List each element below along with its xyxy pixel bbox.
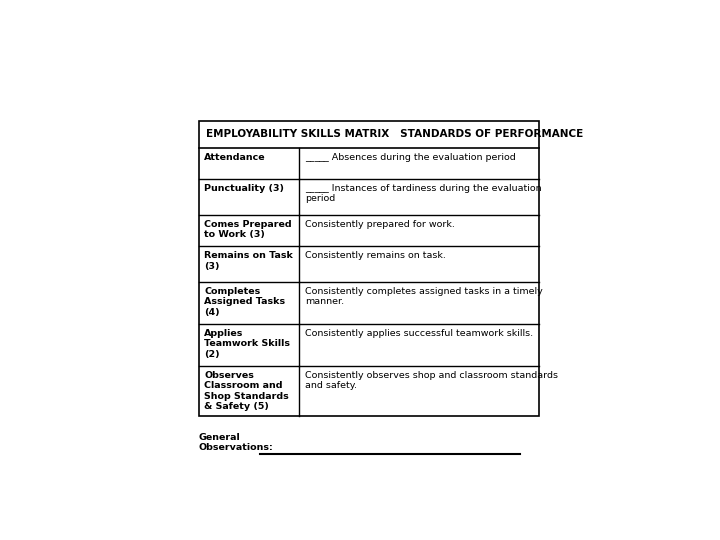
Text: Observes
Classroom and
Shop Standards
& Safety (5): Observes Classroom and Shop Standards & …	[204, 371, 289, 411]
Text: Comes Prepared
to Work (3): Comes Prepared to Work (3)	[204, 220, 292, 239]
Text: General
Observations:: General Observations:	[199, 433, 274, 452]
Text: Applies
Teamwork Skills
(2): Applies Teamwork Skills (2)	[204, 329, 290, 359]
Text: _____ Absences during the evaluation period: _____ Absences during the evaluation per…	[305, 153, 516, 162]
Text: Consistently observes shop and classroom standards
and safety.: Consistently observes shop and classroom…	[305, 371, 558, 390]
Text: Punctuality (3): Punctuality (3)	[204, 184, 284, 193]
Text: Remains on Task
(3): Remains on Task (3)	[204, 251, 293, 271]
Bar	[199, 121, 539, 416]
Text: EMPLOYABILITY SKILLS MATRIX   STANDARDS OF PERFORMANCE: EMPLOYABILITY SKILLS MATRIX STANDARDS OF…	[206, 130, 583, 139]
Text: Consistently remains on task.: Consistently remains on task.	[305, 251, 446, 260]
Text: Attendance: Attendance	[204, 153, 266, 162]
Text: _____ Instances of tardiness during the evaluation
period: _____ Instances of tardiness during the …	[305, 184, 541, 204]
Text: Consistently applies successful teamwork skills.: Consistently applies successful teamwork…	[305, 329, 533, 338]
Text: Consistently prepared for work.: Consistently prepared for work.	[305, 220, 454, 229]
Text: Completes
Assigned Tasks
(4): Completes Assigned Tasks (4)	[204, 287, 286, 317]
Text: Consistently completes assigned tasks in a timely
manner.: Consistently completes assigned tasks in…	[305, 287, 543, 306]
